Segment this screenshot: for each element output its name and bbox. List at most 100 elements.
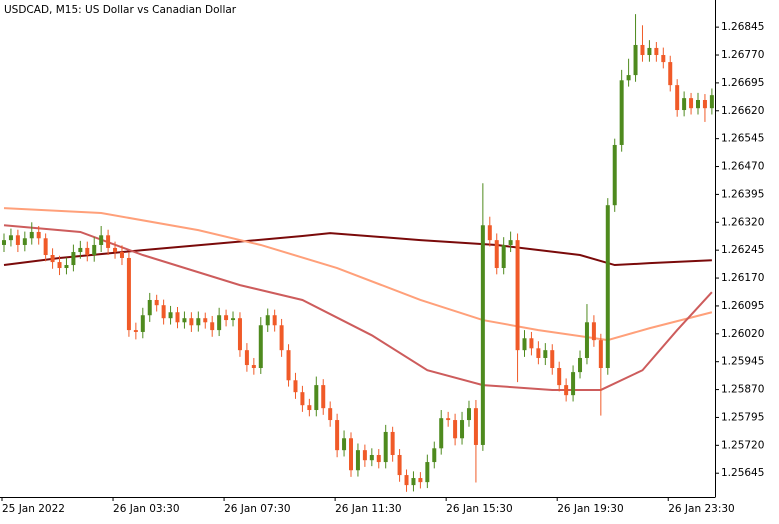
candle-body <box>237 318 242 351</box>
chart-title: USDCAD, M15: US Dollar vs Canadian Dolla… <box>4 4 237 16</box>
y-tick-label: 1.26470 <box>721 161 764 173</box>
candle-body <box>50 255 55 263</box>
candle-body <box>709 95 714 109</box>
candle-body <box>175 312 180 323</box>
candle-body <box>675 85 680 111</box>
y-tick-label: 1.26845 <box>721 21 764 33</box>
candle-body <box>126 257 131 331</box>
candle-body <box>119 252 124 258</box>
candle-body <box>619 80 624 145</box>
candle-body <box>536 348 541 358</box>
candle-body <box>168 312 173 319</box>
y-tick-label: 1.26695 <box>721 77 764 89</box>
y-tick-label: 1.25945 <box>721 356 764 368</box>
candle-body <box>633 44 638 76</box>
candle-body <box>383 431 388 463</box>
y-tick-label: 1.26770 <box>721 49 764 61</box>
candle-body <box>689 98 694 109</box>
candle-body <box>390 431 395 455</box>
candle-body <box>557 368 562 386</box>
y-tick-label: 1.26320 <box>721 216 764 228</box>
y-tick-label: 1.25870 <box>721 384 764 396</box>
candle-body <box>293 380 298 393</box>
candle-body <box>71 252 76 266</box>
candle-body <box>251 365 256 369</box>
candle-body <box>189 318 194 326</box>
y-tick-label: 1.26395 <box>721 188 764 200</box>
moving-average <box>3 232 712 267</box>
candle-body <box>494 240 499 269</box>
candle-body <box>286 350 291 381</box>
candle-body <box>78 247 83 253</box>
candle-body <box>258 325 263 369</box>
candle-body <box>571 372 576 396</box>
x-tick-label: 26 Jan 07:30 <box>224 503 290 515</box>
candle-body <box>411 478 416 486</box>
candle-body <box>487 225 492 241</box>
x-tick-label: 26 Jan 23:30 <box>668 503 734 515</box>
candle-body <box>460 420 465 439</box>
moving-average <box>3 224 713 391</box>
y-tick-label: 1.26020 <box>721 328 764 340</box>
candle-body <box>335 420 340 451</box>
candle-body <box>480 225 485 445</box>
candle-body <box>376 454 381 463</box>
candle-body <box>439 418 444 449</box>
candle-body <box>647 47 652 56</box>
candle-body <box>696 99 700 109</box>
candle-body <box>564 385 569 396</box>
y-tick-label: 1.26245 <box>721 244 764 256</box>
candle-body <box>473 408 478 445</box>
y-tick-label: 1.26170 <box>721 272 764 284</box>
x-tick-label: 26 Jan 19:30 <box>557 503 623 515</box>
y-tick-label: 1.25720 <box>721 439 764 451</box>
y-tick-label: 1.26095 <box>721 300 764 312</box>
candle-body <box>231 318 236 321</box>
candle-body <box>321 385 326 409</box>
candle-body <box>140 315 145 332</box>
candle-body <box>265 315 270 326</box>
candle-body <box>85 247 90 256</box>
candle-body <box>210 322 215 331</box>
candle-body <box>64 265 69 269</box>
candle-body <box>36 231 41 239</box>
y-tick-label: 1.25645 <box>721 467 764 479</box>
candle-body <box>8 235 13 241</box>
candle-body <box>328 408 333 421</box>
candle-body <box>668 62 673 86</box>
candle-body <box>418 478 423 483</box>
candle-body <box>654 47 659 56</box>
y-tick-label: 1.26620 <box>721 105 764 117</box>
candle-body <box>272 315 277 326</box>
candle-body <box>404 475 409 486</box>
candle-body <box>682 98 687 111</box>
candle-body <box>515 240 520 351</box>
candle-body <box>349 438 353 471</box>
candle-body <box>453 420 458 439</box>
candle-body <box>147 299 152 316</box>
candle-body <box>598 340 603 369</box>
candle-body <box>217 315 222 331</box>
candle-body <box>113 247 118 253</box>
candle-body <box>314 385 319 411</box>
candle-body <box>578 357 583 373</box>
x-tick-label: 25 Jan 2022 <box>2 503 65 515</box>
candle-body <box>501 244 506 269</box>
candle-body <box>612 144 617 206</box>
x-tick-label: 26 Jan 03:30 <box>113 503 179 515</box>
candle-body <box>550 350 555 369</box>
candle-body <box>133 330 138 332</box>
candle-body <box>397 454 402 476</box>
candle-body <box>355 450 360 471</box>
candle-body <box>196 318 201 326</box>
moving-average <box>3 207 713 342</box>
candle-body <box>661 55 666 63</box>
candle-body <box>446 418 451 421</box>
candle-body <box>279 325 284 351</box>
candle-body <box>605 205 610 369</box>
candle-body <box>15 235 20 245</box>
candle-body <box>92 244 97 256</box>
candle-body <box>106 235 111 248</box>
x-tick-label: 26 Jan 15:30 <box>446 503 512 515</box>
